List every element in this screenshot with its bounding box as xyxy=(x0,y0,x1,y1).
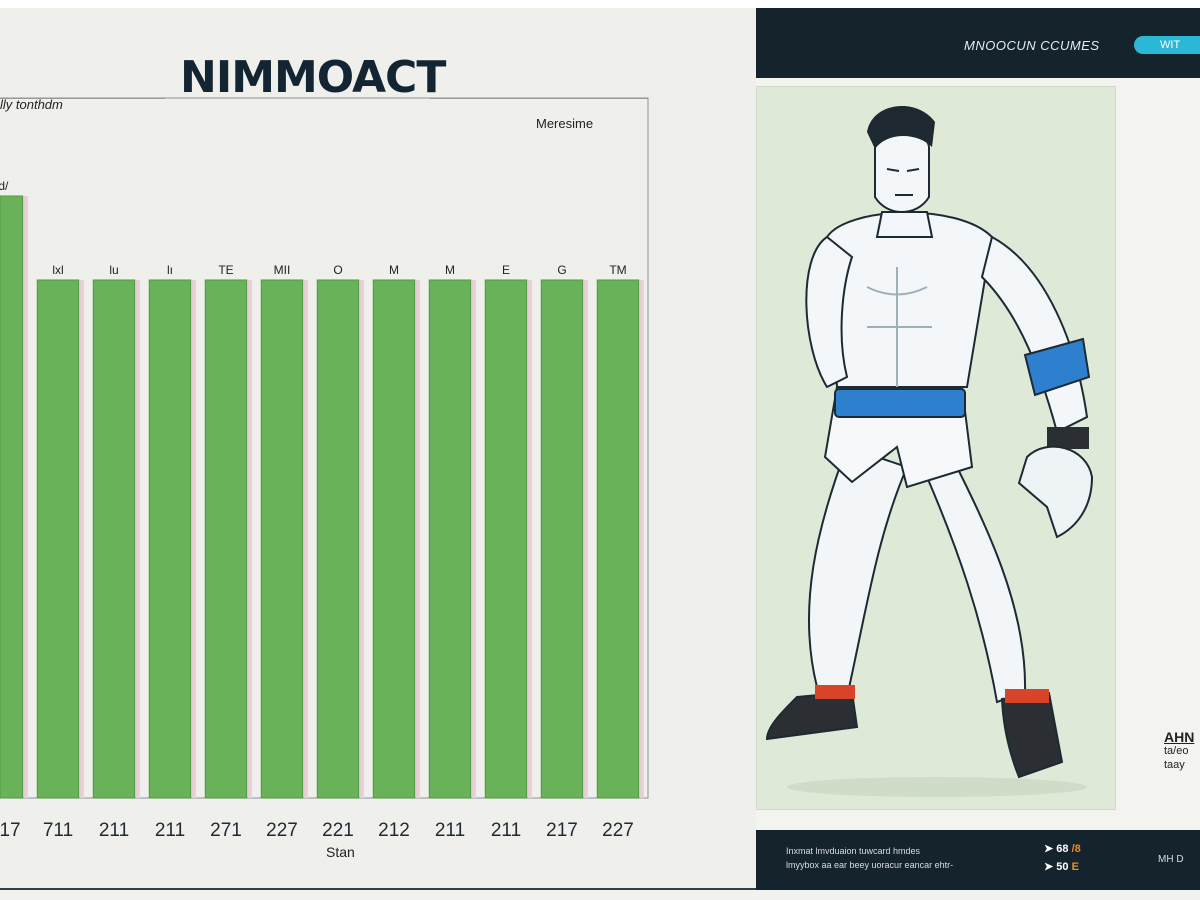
bar-separator xyxy=(471,280,476,798)
arrow-right-icon: ➤ xyxy=(1044,843,1054,855)
bar xyxy=(484,279,528,799)
bar-separator xyxy=(191,280,196,798)
bar-separator xyxy=(359,280,364,798)
chart-title: NIMMOACT xyxy=(180,52,446,103)
side-info-line: ta/eo xyxy=(1164,745,1189,757)
bar xyxy=(0,195,24,799)
side-info-line: taay xyxy=(1164,759,1185,771)
bar-separator xyxy=(135,280,140,798)
bar-separator xyxy=(247,280,252,798)
footer-stat-accent: /8 xyxy=(1071,843,1081,855)
bar-separator xyxy=(415,280,420,798)
bar-top-label: M xyxy=(445,263,455,277)
bar-separator xyxy=(583,280,588,798)
bar-separator xyxy=(303,280,308,798)
x-tick-label: 211 xyxy=(491,820,521,841)
bar-separator xyxy=(639,280,644,798)
footer-line: Inxmat lmvduaion tuwcard hmdes xyxy=(786,846,921,856)
panel-header-title: MNOOCUN CCUMES xyxy=(964,38,1100,53)
character-illustration xyxy=(765,105,1094,797)
legend-label: Meresime xyxy=(536,116,594,131)
x-tick-label: 227 xyxy=(266,820,298,841)
bar-separator xyxy=(79,280,84,798)
bar-separator xyxy=(527,280,532,798)
panel-footer: Inxmat lmvduaion tuwcard hmdes lmyybox a… xyxy=(756,830,1200,890)
side-info: AHN ta/eo taay xyxy=(1164,730,1194,772)
x-tick-label: 217 xyxy=(546,820,578,841)
bar xyxy=(260,279,304,799)
bar xyxy=(316,279,360,799)
bar xyxy=(204,279,248,799)
top-border xyxy=(0,0,1200,8)
x-tick-label: 17 xyxy=(0,820,21,841)
bar xyxy=(148,279,192,799)
bar xyxy=(428,279,472,799)
arrow-right-icon: ➤ xyxy=(1044,861,1054,873)
footer-stat-value: 50 xyxy=(1056,861,1072,873)
character-card xyxy=(756,86,1116,810)
bar-top-label: lxl xyxy=(52,263,63,277)
footer-line: lmyybox aa ear beey uoracur eancar ehtr- xyxy=(786,860,954,870)
bar xyxy=(372,279,416,799)
character-panel: MNOOCUN CCUMES WIT xyxy=(756,8,1200,890)
bar-top-label: TM xyxy=(609,263,626,277)
x-tick-label: 271 xyxy=(210,820,242,841)
side-info-title: AHN xyxy=(1164,729,1195,745)
bar-top-label: lu xyxy=(109,263,118,277)
x-tick-label: 211 xyxy=(155,820,185,841)
bar-top-label: O xyxy=(333,263,342,277)
bar-top-label: TE xyxy=(218,263,233,277)
chart-panel: NIMMOACT lly tonthdm Meresime ld/17 lxl 71… xyxy=(0,8,757,890)
footer-right-label: MH D xyxy=(1158,854,1184,865)
y-axis-label: lly tonthdm xyxy=(0,97,63,112)
x-tick-label: 212 xyxy=(378,820,410,841)
x-tick-label: 211 xyxy=(435,820,465,841)
x-tick-label: 211 xyxy=(99,820,129,841)
bar-top-label: MII xyxy=(274,263,291,277)
panel-header: MNOOCUN CCUMES WIT xyxy=(756,8,1200,78)
footer-stat-accent: E xyxy=(1071,861,1079,873)
bar-top-label: E xyxy=(502,263,510,277)
bar-separator xyxy=(23,196,28,798)
bar xyxy=(36,279,80,799)
bar-chart: ld/17 lxl 711 lu 211 lı 211 TE 271 MII 227 O 221 M 212… xyxy=(0,97,649,841)
x-axis-label: Stan xyxy=(326,844,355,860)
footer-description: Inxmat lmvduaion tuwcard hmdes lmyybox a… xyxy=(786,844,953,872)
bar-top-label: lı xyxy=(167,263,173,277)
header-button[interactable]: WIT xyxy=(1134,36,1200,54)
bar-top-label: M xyxy=(389,263,399,277)
footer-stat-1: ➤ 68 /8 xyxy=(1044,842,1081,855)
bar xyxy=(540,279,584,799)
x-tick-label: 227 xyxy=(602,820,634,841)
x-tick-label: 221 xyxy=(322,820,354,841)
footer-stat-2: ➤ 50 E xyxy=(1044,860,1079,873)
bar-top-label: G xyxy=(557,263,566,277)
x-tick-label: 711 xyxy=(43,820,73,841)
bar-top-label: ld/ xyxy=(0,179,9,193)
footer-stat-value: 68 xyxy=(1056,843,1072,855)
bar xyxy=(92,279,136,799)
bar xyxy=(596,279,640,799)
